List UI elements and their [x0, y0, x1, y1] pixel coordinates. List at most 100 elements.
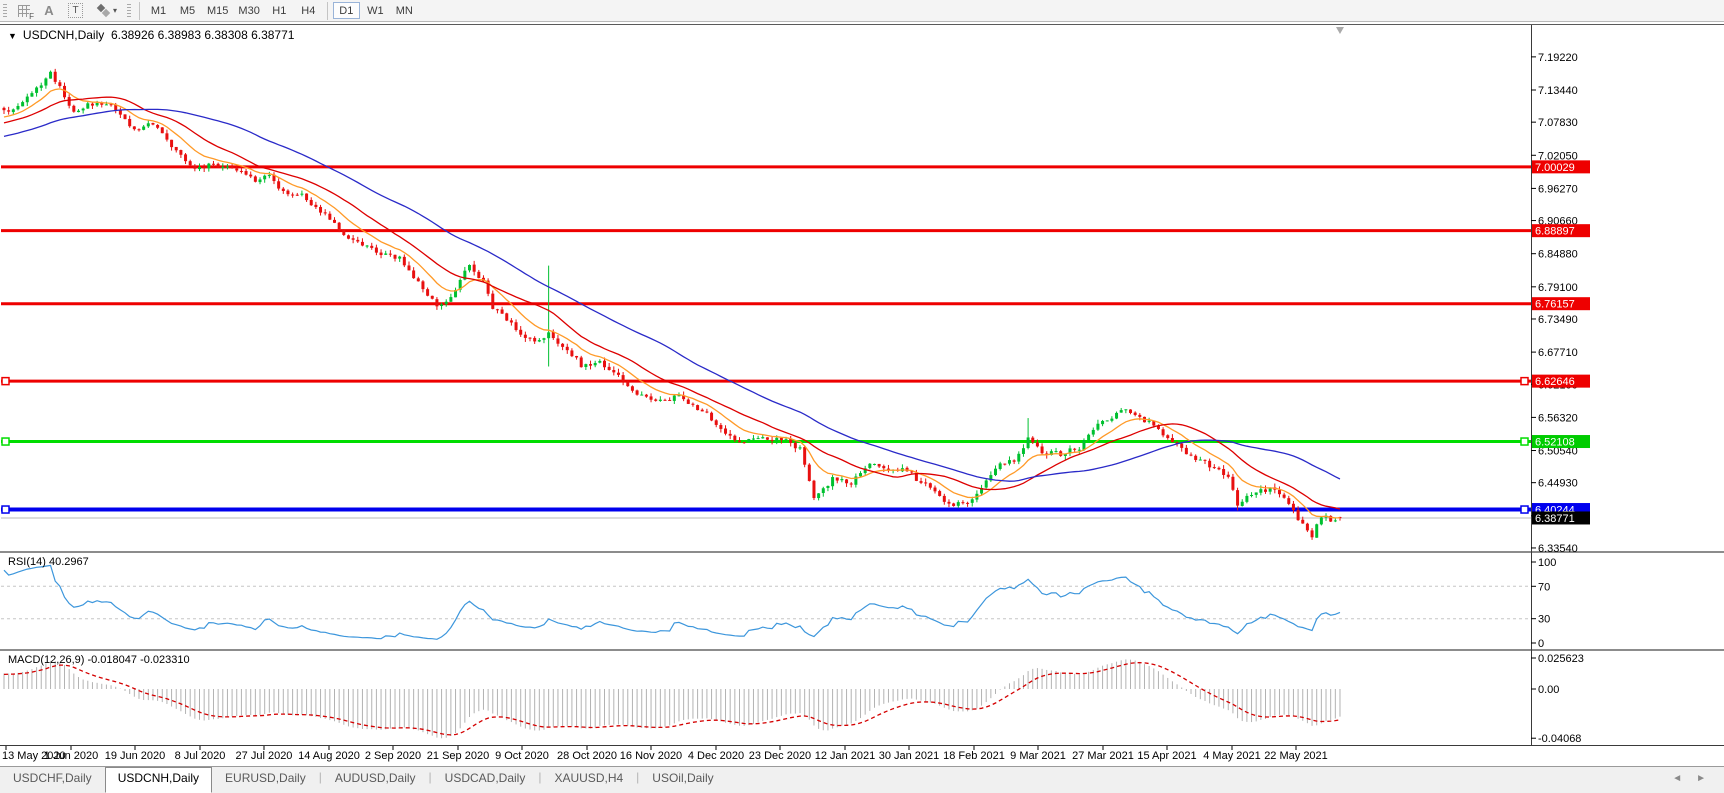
price-tick-label: 6.96270 — [1538, 183, 1578, 195]
toolbar-drag-handle[interactable] — [3, 3, 7, 18]
tab-separator: | — [636, 770, 640, 784]
toolbar-drag-handle[interactable] — [127, 3, 132, 18]
tab-separator: | — [428, 770, 432, 784]
hline-price-label — [1532, 224, 1590, 238]
timeframe-button-w1[interactable]: W1 — [362, 2, 389, 19]
line-selection-handle[interactable] — [1, 437, 10, 446]
chart-tab-usdchf-daily[interactable]: USDCHF,Daily — [13, 771, 92, 785]
svg-text:6.88897: 6.88897 — [1535, 226, 1575, 238]
timeframe-button-h1[interactable]: H1 — [266, 2, 293, 19]
date-tick-label: 8 Jul 2020 — [175, 750, 226, 762]
line-selection-handle[interactable] — [1, 376, 10, 386]
timeframe-button-m15[interactable]: M15 — [203, 2, 232, 19]
timeframe-button-m30[interactable]: M30 — [234, 2, 263, 19]
price-tick-label: 6.79100 — [1538, 282, 1578, 294]
chart-title: ▼ USDCNH,Daily 6.38926 6.38983 6.38308 6.… — [8, 28, 294, 42]
timeframe-button-h4[interactable]: H4 — [295, 2, 322, 19]
chart-tab-usdcnh-daily[interactable]: USDCNH,Daily — [104, 767, 213, 793]
date-tick-label: 30 Jan 2021 — [879, 750, 940, 762]
chevron-down-icon[interactable]: ▾ — [113, 6, 118, 15]
chart-symbol-period: USDCNH,Daily — [22, 28, 105, 42]
date-tick-label: 22 May 2021 — [1264, 750, 1328, 762]
line-selection-handle[interactable] — [1520, 505, 1529, 514]
timeframe-button-mn[interactable]: MN — [391, 2, 418, 19]
moving-average-ma-slow — [3, 108, 1341, 482]
text-label-icon: T — [68, 3, 83, 18]
text-label-button[interactable]: T — [61, 2, 90, 20]
date-tick-label: 4 May 2021 — [1203, 750, 1260, 762]
date-tick-label: 16 Nov 2020 — [620, 750, 682, 762]
price-tick-label: 6.50540 — [1538, 446, 1578, 458]
macd-tick-label: 0.00 — [1538, 684, 1559, 696]
date-tick-label: 15 Apr 2021 — [1137, 750, 1196, 762]
timeframe-button-m5[interactable]: M5 — [174, 2, 201, 19]
date-tick-label: 28 Oct 2020 — [557, 750, 617, 762]
rsi-tick-label: 0 — [1538, 638, 1544, 650]
svg-text:6.52108: 6.52108 — [1535, 437, 1575, 449]
svg-text:6.40244: 6.40244 — [1535, 505, 1575, 517]
price-tick-label: 6.84880 — [1538, 249, 1578, 261]
timeframe-button-m1[interactable]: M1 — [145, 2, 172, 19]
date-tick-label: 12 Jan 2021 — [815, 750, 876, 762]
rsi-tick-label: 100 — [1538, 557, 1556, 569]
svg-text:6.38771: 6.38771 — [1535, 513, 1575, 525]
tab-scroll-right-icon[interactable]: ► — [1696, 773, 1706, 784]
line-selection-handle[interactable] — [1, 505, 10, 514]
date-tick-label: 14 Aug 2020 — [298, 750, 360, 762]
date-tick-label: 4 Dec 2020 — [688, 750, 744, 762]
chart-canvas[interactable]: 7.192207.134407.078307.020506.962706.906… — [0, 22, 1724, 766]
line-selection-handle[interactable] — [1520, 437, 1529, 446]
arrow-objects-icon — [96, 3, 111, 17]
tab-scroll-left-icon[interactable]: ◄ — [1672, 773, 1683, 784]
date-tick-label: 2 Sep 2020 — [365, 750, 421, 762]
date-tick-label: 18 Feb 2021 — [943, 750, 1005, 762]
fibo-grid-icon-button[interactable]: F — [11, 2, 37, 21]
hline-price-label — [1532, 435, 1590, 449]
date-tick-label: 27 Jul 2020 — [236, 750, 293, 762]
one-click-trading-collapse-icon[interactable]: ▼ — [8, 31, 17, 41]
date-tick-label: 19 Jun 2020 — [105, 750, 166, 762]
macd-tick-label: 0.025623 — [1538, 653, 1584, 665]
chart-tab-eurusd-daily[interactable]: EURUSD,Daily — [225, 771, 306, 785]
svg-text:6.62646: 6.62646 — [1535, 376, 1575, 388]
hline-price-label — [1532, 297, 1590, 311]
rsi-tick-label: 30 — [1538, 614, 1550, 626]
date-tick-label: 9 Oct 2020 — [495, 750, 549, 762]
price-tick-label: 7.02050 — [1538, 150, 1578, 162]
candles — [2, 68, 1342, 540]
chart-tab-bar: USDCHF,Daily USDCNH,Daily EURUSD,Daily | AUD… — [0, 766, 1724, 793]
chart-tab-xauusd-h4[interactable]: XAUUSD,H4 — [554, 771, 624, 785]
chart-shift-marker-icon[interactable] — [1335, 27, 1344, 34]
macd-signal-line — [3, 661, 1341, 736]
macd-tick-label: -0.04068 — [1538, 733, 1581, 745]
text-annotation-icon: A — [44, 3, 54, 18]
rsi-line — [3, 564, 1341, 640]
svg-text:6.76157: 6.76157 — [1535, 299, 1575, 311]
tab-separator: | — [318, 770, 322, 784]
current-price-label — [1532, 511, 1590, 525]
timeframe-button-d1[interactable]: D1 — [332, 2, 360, 19]
chart-window[interactable]: 7.19220 7.13440 7.07830 7.02050 6.96270 6.906… — [0, 22, 1724, 766]
moving-average-ma-fast — [3, 88, 1340, 519]
chart-tab-audusd-daily[interactable]: AUDUSD,Daily — [334, 771, 416, 785]
price-tick-label: 7.07830 — [1538, 117, 1578, 129]
chart-tab-usoil-daily[interactable]: USOil,Daily — [652, 771, 714, 785]
rsi-tick-label: 70 — [1538, 581, 1550, 593]
price-tick-label: 7.19220 — [1538, 52, 1578, 64]
chart-tab-usdcad-daily[interactable]: USDCAD,Daily — [444, 771, 526, 785]
chart-ohlc-values: 6.38926 6.38983 6.38308 6.38771 — [110, 28, 295, 42]
price-tick-label: 6.73490 — [1538, 314, 1578, 326]
macd-histogram — [3, 659, 1341, 739]
rsi-indicator-label: RSI(14) 40.2967 — [8, 556, 89, 568]
moving-average-ma-mid — [3, 96, 1341, 510]
toolbar-separator — [139, 1, 141, 20]
line-selection-handle[interactable] — [1520, 376, 1529, 386]
hline-price-label — [1532, 374, 1590, 388]
arrow-objects-button[interactable]: ▾ — [90, 2, 124, 20]
text-annotation-button[interactable]: A — [37, 2, 61, 20]
price-tick-label: 6.44930 — [1538, 478, 1578, 490]
tab-separator: | — [538, 770, 542, 784]
price-tick-label: 6.33540 — [1538, 543, 1578, 555]
